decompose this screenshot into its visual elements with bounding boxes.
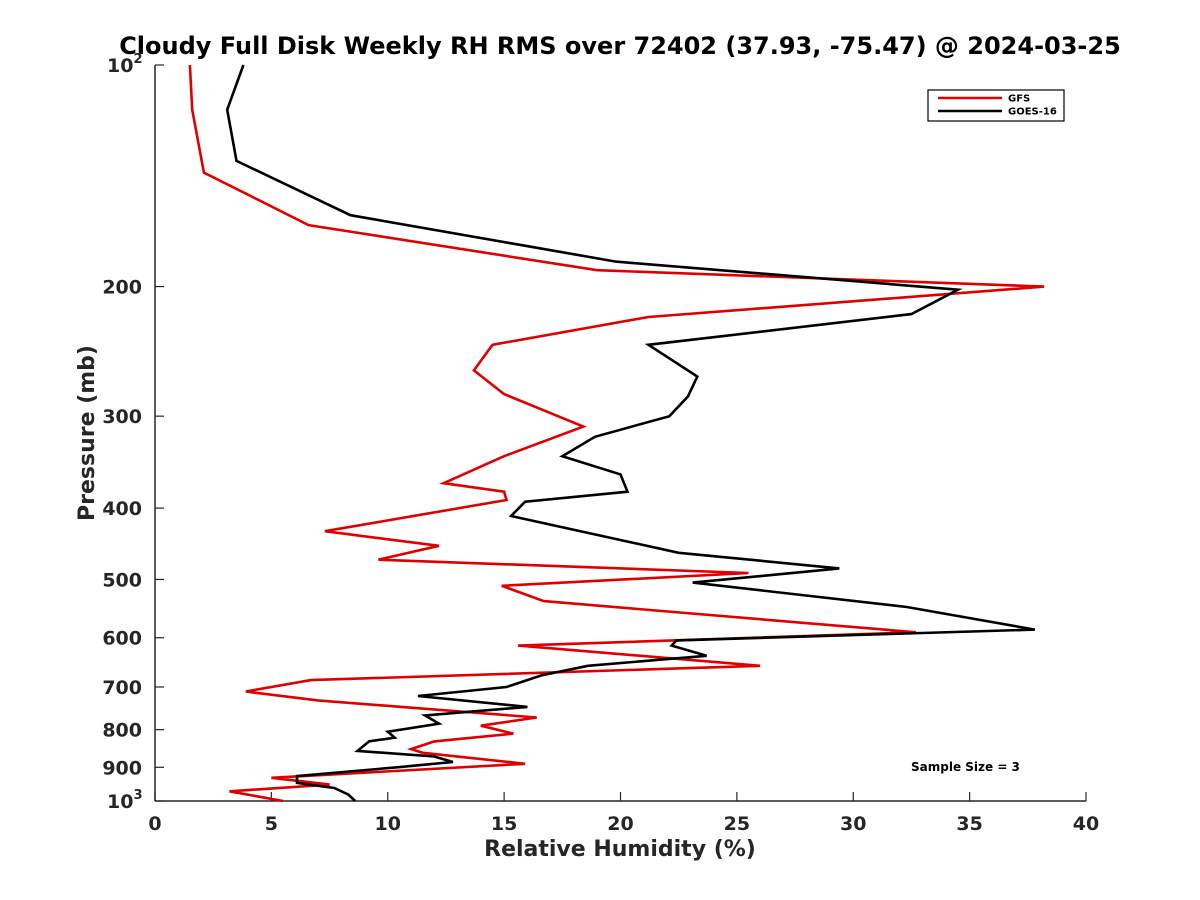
x-tick-label: 30 [840, 813, 866, 835]
y-axis-label: Pressure (mb) [75, 345, 100, 521]
sample-size-annotation: Sample Size = 3 [911, 760, 1020, 774]
series-line-gfs [188, 64, 1045, 803]
x-tick-label: 5 [265, 813, 278, 835]
x-tick-label: 40 [1073, 813, 1099, 835]
y-tick-label: 103 [107, 788, 143, 813]
legend: GFS GOES-16 [927, 89, 1065, 122]
x-axis-label: Relative Humidity (%) [484, 837, 756, 862]
chart-title: Cloudy Full Disk Weekly RH RMS over 7240… [119, 32, 1121, 60]
y-tick-label: 600 [102, 628, 142, 650]
x-tick-label: 20 [607, 813, 633, 835]
y-tick-label: 300 [102, 406, 142, 428]
legend-box [927, 89, 1065, 122]
x-tick-label: 10 [375, 813, 401, 835]
series-layer [188, 64, 1045, 803]
y-tick-base: 10 [107, 55, 133, 77]
series-line-goes-16 [225, 64, 1036, 802]
x-tick-label: 15 [491, 813, 517, 835]
y-tick-label: 500 [102, 569, 142, 591]
x-tick-label: 35 [956, 813, 982, 835]
y-tick-label: 900 [102, 757, 142, 779]
y-tick-base: 10 [107, 791, 133, 813]
x-ticks: 0 5 10 15 20 25 30 35 40 [148, 792, 1099, 835]
y-tick-label: 200 [102, 277, 142, 299]
legend-label-goes16: GOES-16 [1008, 107, 1057, 118]
y-tick-exponent: 3 [133, 788, 142, 803]
y-tick-exponent: 2 [133, 52, 142, 67]
y-tick-label: 800 [102, 720, 142, 742]
x-tick-label: 25 [724, 813, 750, 835]
y-tick-label: 102 [107, 52, 143, 77]
y-tick-label: 400 [102, 498, 142, 520]
y-tick-label: 700 [102, 677, 142, 699]
legend-label-gfs: GFS [1008, 94, 1030, 105]
x-tick-label: 0 [148, 813, 161, 835]
